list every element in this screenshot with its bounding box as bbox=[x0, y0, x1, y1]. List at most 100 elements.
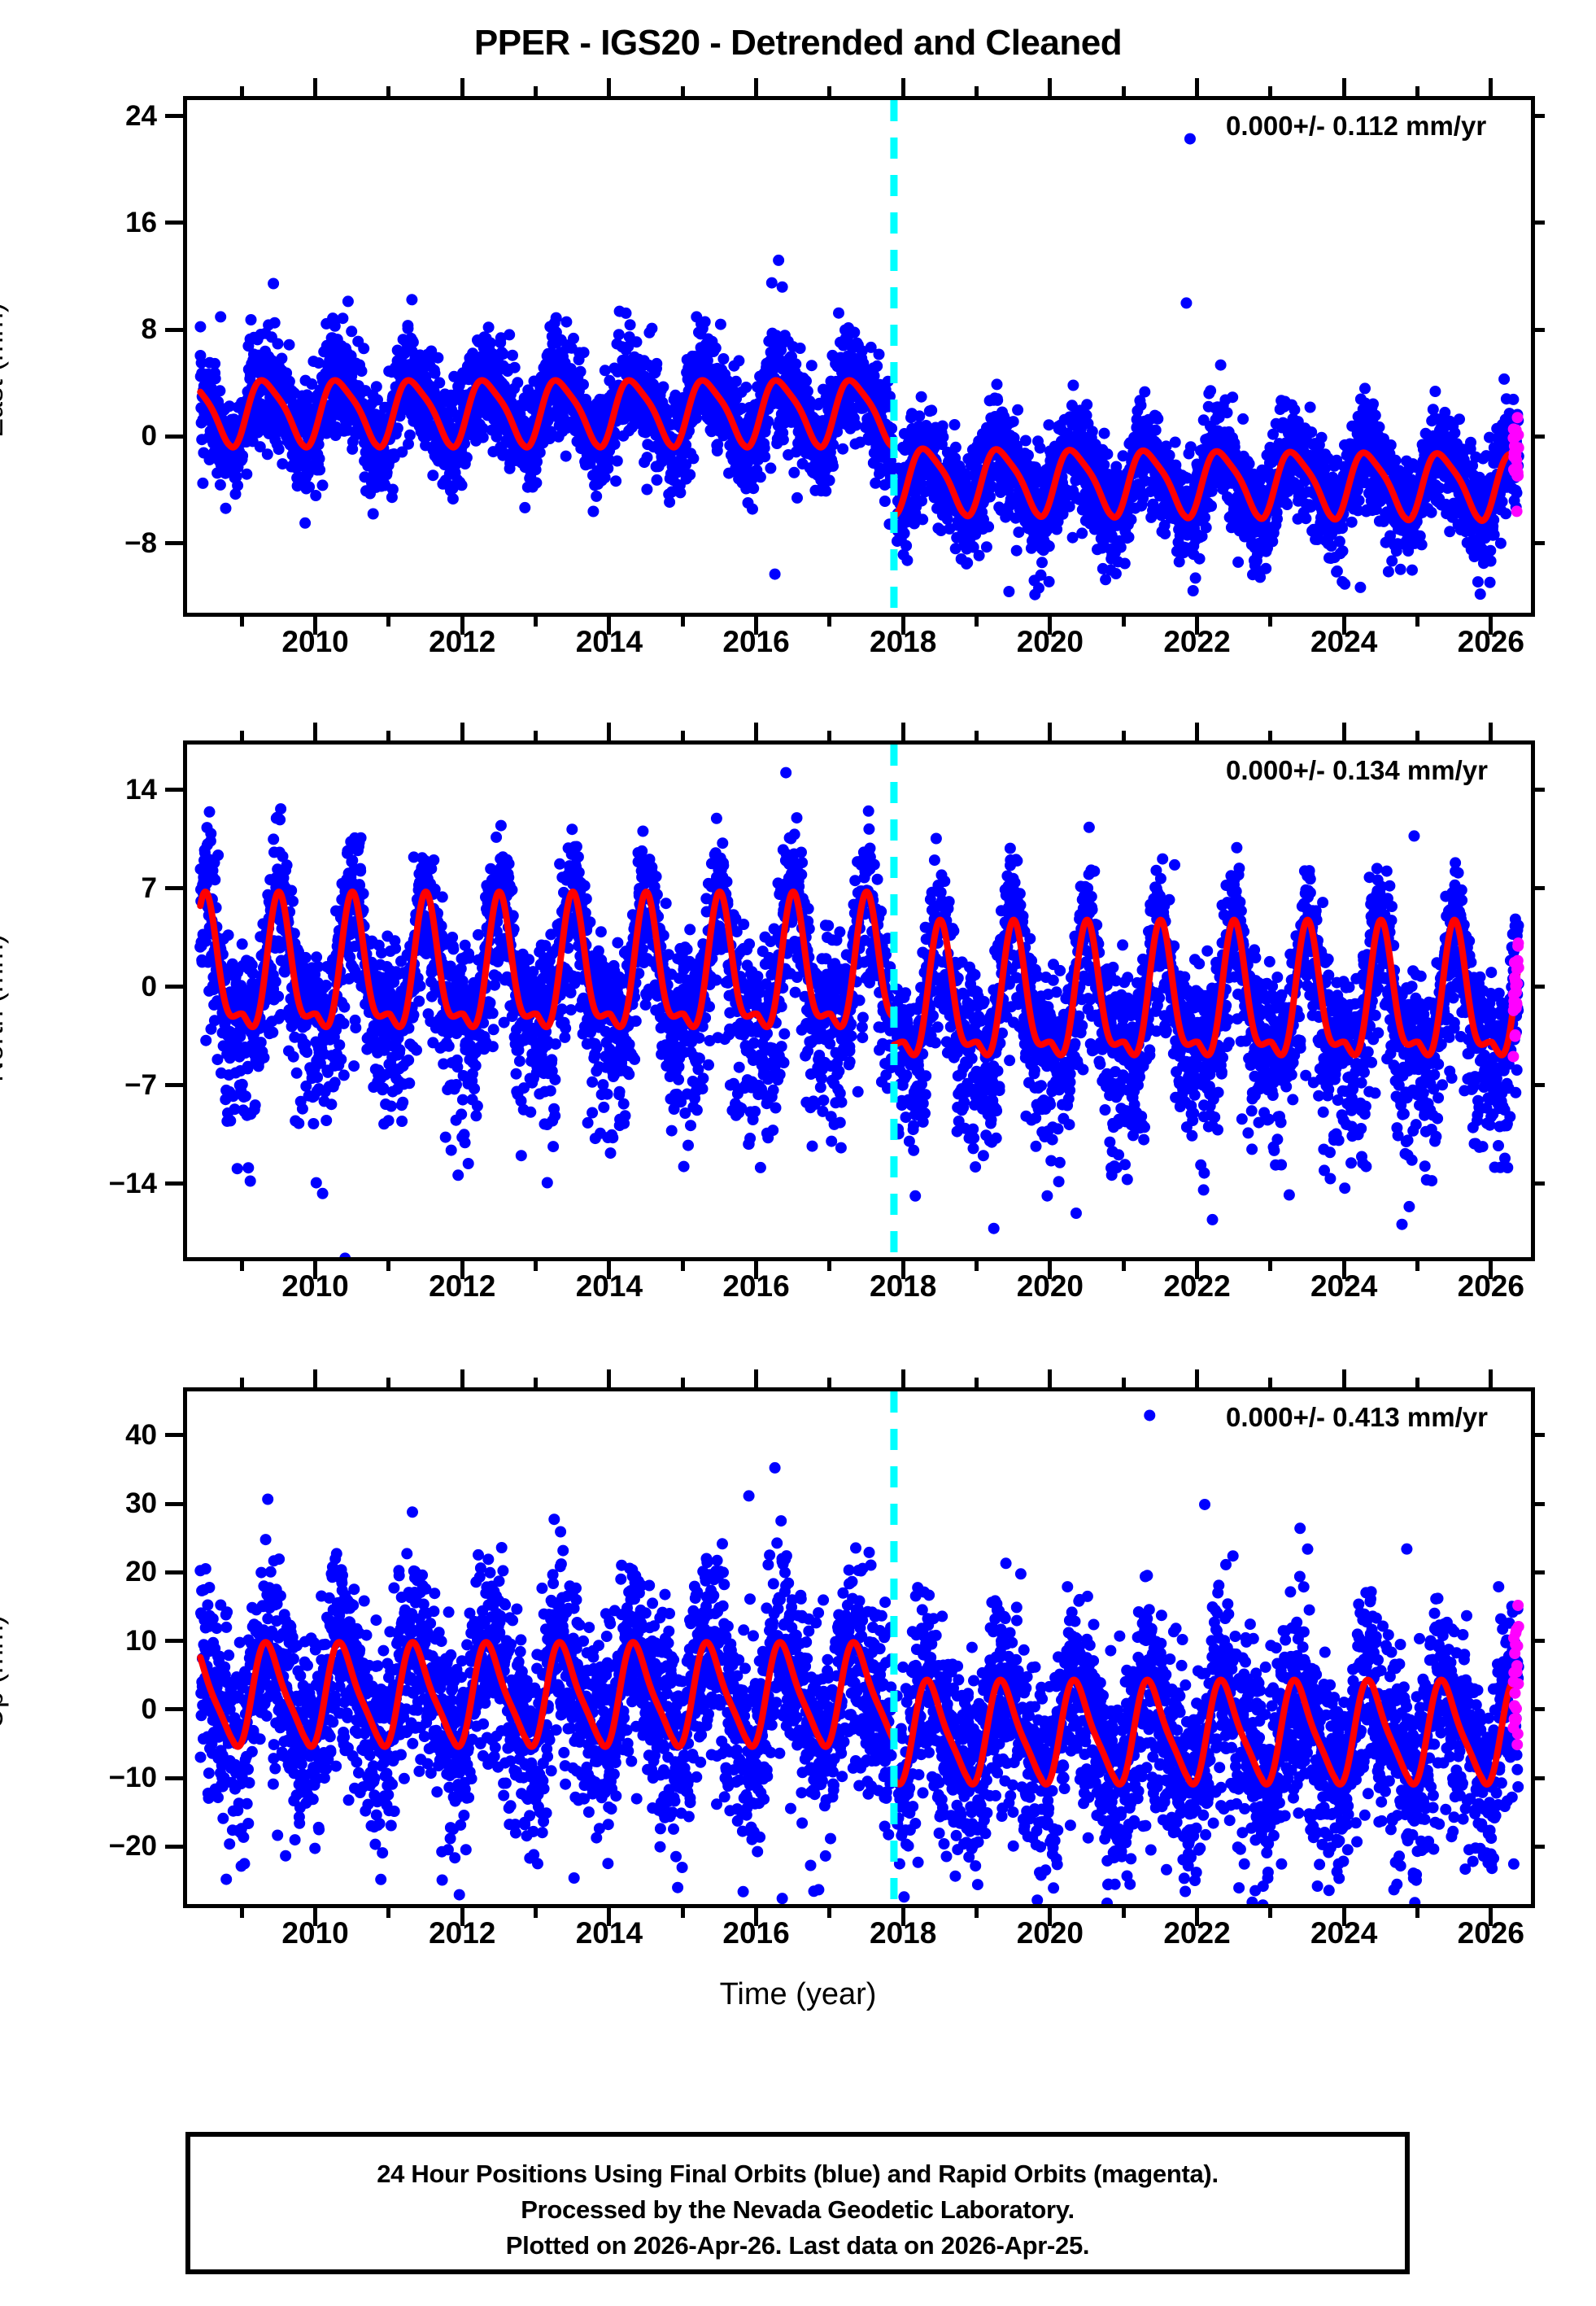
x-tick-east-2013-top bbox=[534, 86, 539, 96]
x-tick-north-2022-bottom bbox=[1195, 1261, 1199, 1279]
x-tick-label-north-2022: 2022 bbox=[1163, 1269, 1231, 1303]
x-tick-label-up-2018: 2018 bbox=[870, 1916, 937, 1950]
y-tick-label-east-0: 24 bbox=[125, 99, 157, 132]
scatter-rapid-orbits-north bbox=[1507, 937, 1524, 1063]
y-tick-right-north-14 bbox=[1535, 788, 1545, 793]
x-tick-up-2023-top bbox=[1268, 1378, 1273, 1387]
y-tick-up-40 bbox=[165, 1433, 183, 1438]
x-tick-east-2009-top bbox=[239, 86, 244, 96]
x-tick-north-2024-top bbox=[1341, 723, 1346, 740]
x-tick-label-east-2024: 2024 bbox=[1310, 625, 1378, 658]
x-tick-up-2020-bottom bbox=[1048, 1908, 1053, 1926]
x-tick-up-2014-top bbox=[607, 1369, 612, 1387]
x-tick-east-2020-top bbox=[1048, 78, 1053, 96]
x-tick-east-2014-top bbox=[607, 78, 612, 96]
y-tick-north--14 bbox=[165, 1181, 183, 1186]
x-tick-label-north-2012: 2012 bbox=[429, 1269, 496, 1303]
x-tick-east-2022-top bbox=[1195, 78, 1199, 96]
x-tick-up-2011-top bbox=[386, 1378, 391, 1387]
x-tick-east-2023-bottom bbox=[1268, 617, 1273, 627]
x-tick-up-2022-top bbox=[1195, 1369, 1199, 1387]
x-tick-east-2021-top bbox=[1121, 86, 1126, 96]
y-tick-right-east--8 bbox=[1535, 541, 1545, 546]
x-tick-label-up-2026: 2026 bbox=[1457, 1916, 1524, 1950]
y-tick-north-14 bbox=[165, 788, 183, 793]
x-tick-up-2013-bottom bbox=[534, 1908, 539, 1918]
model-fit-curve-east-1 bbox=[891, 445, 1522, 524]
x-tick-north-2023-bottom bbox=[1268, 1261, 1273, 1271]
x-tick-label-east-2012: 2012 bbox=[429, 625, 496, 658]
model-fit-curve-east-0 bbox=[197, 377, 897, 451]
x-tick-east-2019-bottom bbox=[975, 617, 979, 627]
y-tick-east-16 bbox=[165, 221, 183, 225]
x-tick-north-2019-bottom bbox=[975, 1261, 979, 1271]
x-tick-north-2024-bottom bbox=[1341, 1261, 1346, 1279]
x-tick-east-2016-top bbox=[754, 78, 759, 96]
x-tick-up-2017-top bbox=[827, 1378, 832, 1387]
y-tick-north--7 bbox=[165, 1083, 183, 1088]
x-tick-up-2016-bottom bbox=[754, 1908, 759, 1926]
x-tick-up-2021-top bbox=[1121, 1378, 1126, 1387]
plot-area-north[interactable] bbox=[183, 740, 1535, 1261]
plot-area-up[interactable] bbox=[183, 1387, 1535, 1908]
x-tick-label-north-2016: 2016 bbox=[722, 1269, 790, 1303]
x-tick-up-2026-bottom bbox=[1489, 1908, 1494, 1926]
x-tick-north-2017-bottom bbox=[827, 1261, 832, 1271]
x-tick-north-2014-top bbox=[607, 723, 612, 740]
x-tick-label-up-2012: 2012 bbox=[429, 1916, 496, 1950]
x-tick-north-2021-top bbox=[1121, 731, 1126, 740]
x-tick-east-2013-bottom bbox=[534, 617, 539, 627]
model-fit-curve-up-1 bbox=[891, 1676, 1522, 1788]
x-tick-east-2025-bottom bbox=[1415, 617, 1419, 627]
x-tick-east-2009-bottom bbox=[239, 617, 244, 627]
y-tick-right-up-10 bbox=[1535, 1639, 1545, 1644]
y-tick-right-north-0 bbox=[1535, 985, 1545, 989]
y-tick-label-up-3: 10 bbox=[125, 1624, 157, 1657]
x-tick-up-2015-top bbox=[680, 1378, 685, 1387]
y-tick-up--20 bbox=[165, 1844, 183, 1849]
x-tick-up-2020-top bbox=[1048, 1369, 1053, 1387]
x-tick-east-2026-bottom bbox=[1489, 617, 1494, 635]
y-tick-label-north-2: 0 bbox=[141, 970, 157, 1002]
y-tick-up-20 bbox=[165, 1570, 183, 1574]
x-tick-up-2010-bottom bbox=[313, 1908, 318, 1926]
x-tick-east-2018-top bbox=[900, 78, 905, 96]
y-tick-right-east-24 bbox=[1535, 114, 1545, 119]
plot-area-east[interactable] bbox=[183, 96, 1535, 617]
x-tick-north-2015-bottom bbox=[680, 1261, 685, 1271]
x-tick-east-2012-bottom bbox=[460, 617, 464, 635]
scatter-rapid-orbits-east bbox=[1507, 412, 1524, 518]
x-tick-east-2017-bottom bbox=[827, 617, 832, 627]
scatter-outliers-up bbox=[482, 1409, 1413, 1904]
model-fit-curve-up-0 bbox=[197, 1639, 897, 1750]
caption-line-1: 24 Hour Positions Using Final Orbits (bl… bbox=[377, 2160, 1219, 2188]
x-tick-north-2020-top bbox=[1048, 723, 1053, 740]
x-tick-label-up-2016: 2016 bbox=[722, 1916, 790, 1950]
x-tick-east-2015-bottom bbox=[680, 617, 685, 627]
y-tick-east-0 bbox=[165, 434, 183, 439]
x-tick-up-2016-top bbox=[754, 1369, 759, 1387]
x-tick-label-north-2018: 2018 bbox=[870, 1269, 937, 1303]
x-tick-up-2025-top bbox=[1415, 1378, 1419, 1387]
x-tick-up-2012-top bbox=[460, 1369, 464, 1387]
y-tick-north-7 bbox=[165, 886, 183, 891]
data-layer-north bbox=[194, 745, 1524, 1257]
x-tick-up-2017-bottom bbox=[827, 1908, 832, 1918]
x-tick-up-2026-top bbox=[1489, 1369, 1494, 1387]
y-tick-right-north--14 bbox=[1535, 1181, 1545, 1186]
x-tick-up-2011-bottom bbox=[386, 1908, 391, 1918]
x-tick-up-2018-bottom bbox=[900, 1908, 905, 1926]
x-tick-label-east-2026: 2026 bbox=[1457, 625, 1524, 658]
x-tick-east-2011-top bbox=[386, 86, 391, 96]
x-tick-north-2021-bottom bbox=[1121, 1261, 1126, 1271]
y-tick-label-north-3: −7 bbox=[124, 1068, 157, 1101]
x-tick-up-2022-bottom bbox=[1195, 1908, 1199, 1926]
x-tick-up-2018-top bbox=[900, 1369, 905, 1387]
x-tick-east-2018-bottom bbox=[900, 617, 905, 635]
model-fit-curve-north-0 bbox=[197, 888, 897, 1031]
x-tick-up-2019-bottom bbox=[975, 1908, 979, 1918]
x-tick-east-2026-top bbox=[1489, 78, 1494, 96]
